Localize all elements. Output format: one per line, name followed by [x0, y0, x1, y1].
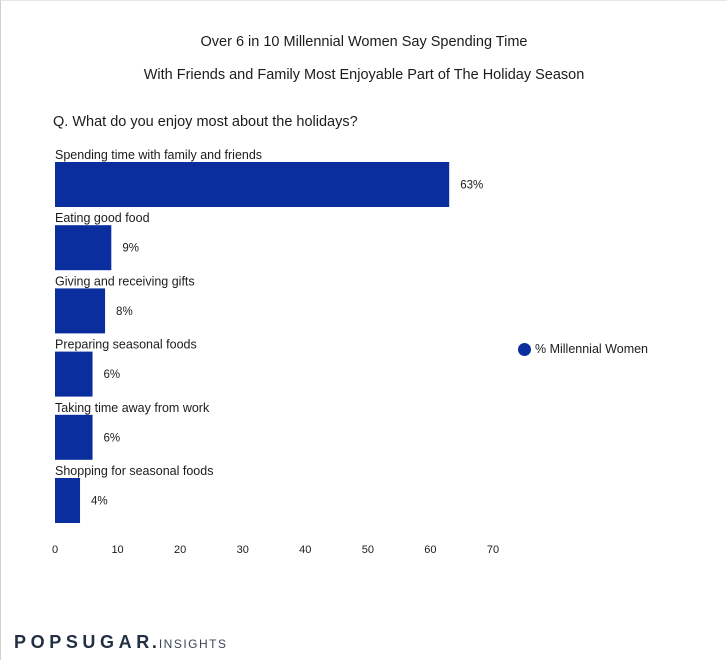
bar: [55, 414, 93, 460]
legend-swatch: [518, 342, 531, 356]
bar: [55, 478, 81, 523]
bar: [55, 225, 112, 271]
value-label: 63%: [460, 180, 483, 192]
x-tick-label: 30: [237, 544, 249, 556]
chart-title-line-2: With Friends and Family Most Enjoyable P…: [143, 67, 585, 83]
value-label: 8%: [116, 306, 133, 318]
legend: % Millennial Women: [518, 342, 648, 356]
bar: [55, 162, 450, 207]
x-tick-label: 40: [299, 544, 311, 556]
brand-dot: .: [151, 632, 157, 652]
x-tick-label: 10: [111, 544, 123, 556]
category-label: Shopping for seasonal foods: [55, 464, 213, 478]
legend-label: % Millennial Women: [535, 342, 649, 356]
category-label: Taking time away from work: [55, 401, 210, 415]
value-label: 6%: [104, 432, 121, 444]
value-label: 6%: [104, 369, 121, 381]
x-tick-label: 70: [487, 544, 499, 556]
x-tick-label: 20: [174, 544, 186, 556]
brand-logo: POPSUGAR . INSIGHTS: [14, 632, 228, 653]
survey-question: Q. What do you enjoy most about the holi…: [53, 114, 358, 130]
category-label: Eating good food: [55, 211, 150, 225]
category-label: Preparing seasonal foods: [55, 338, 197, 352]
brand-sub: INSIGHTS: [158, 637, 228, 651]
chart-title-line-1: Over 6 in 10 Millennial Women Say Spendi…: [200, 34, 528, 50]
value-label: 4%: [91, 496, 108, 508]
bar: [55, 351, 93, 397]
category-label: Spending time with family and friends: [55, 148, 262, 162]
x-tick-label: 60: [424, 544, 436, 556]
bar: [55, 288, 106, 334]
value-label: 9%: [122, 243, 139, 255]
x-tick-label: 0: [52, 544, 58, 556]
x-tick-label: 50: [362, 544, 374, 556]
category-label: Giving and receiving gifts: [55, 274, 195, 288]
brand-name: POPSUGAR: [14, 632, 154, 652]
